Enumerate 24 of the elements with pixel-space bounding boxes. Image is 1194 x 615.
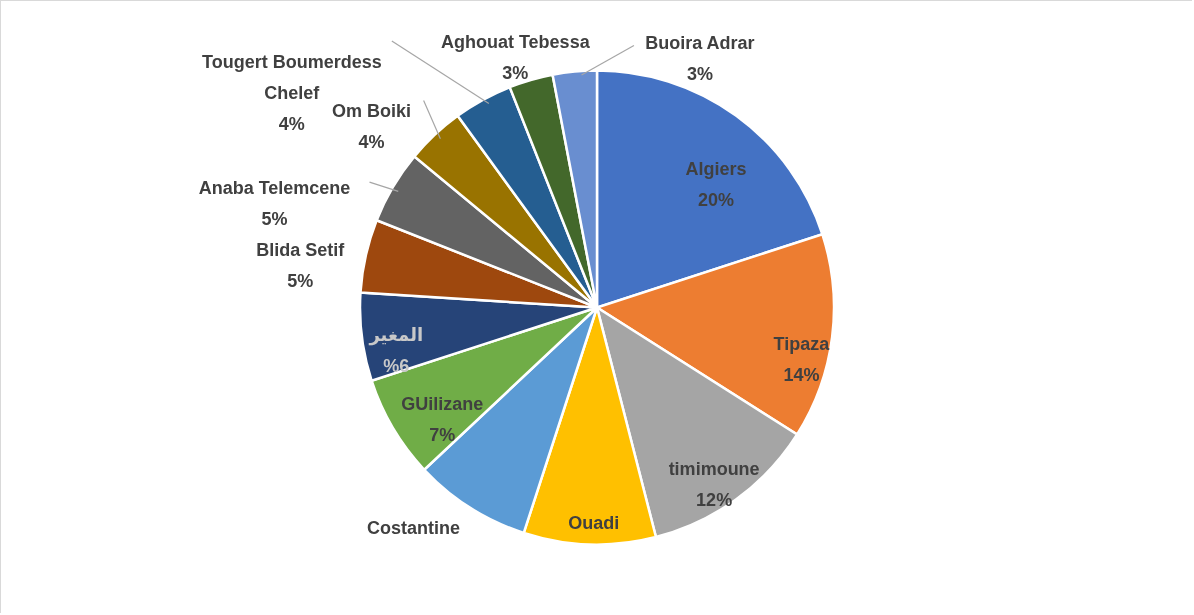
slice-label: Algiers bbox=[685, 158, 747, 179]
slice-label: Tougert Boumerdess Chelef bbox=[201, 51, 382, 103]
slice-label: GUilizane bbox=[401, 393, 484, 414]
slice-label: المغير bbox=[368, 324, 424, 346]
slice-label: Costantine bbox=[367, 518, 461, 539]
slice-label: timimoune bbox=[668, 459, 760, 480]
data-label: 5% bbox=[287, 270, 314, 291]
slice-label: Om Boiki bbox=[332, 101, 412, 122]
data-label: 5% bbox=[261, 209, 288, 230]
data-label: 7% bbox=[429, 424, 456, 445]
slice-label: Anaba Telemcene bbox=[198, 178, 351, 199]
slice-label: Blida Setif bbox=[256, 239, 346, 260]
slice-label: Ouadi bbox=[568, 512, 620, 533]
data-label: 20% bbox=[698, 189, 735, 210]
slice-label: Buoira Adrar bbox=[645, 32, 755, 53]
slice-label: Tipaza bbox=[773, 333, 831, 354]
data-label: 3% bbox=[686, 63, 713, 84]
data-label: 14% bbox=[783, 364, 820, 385]
data-label: 3% bbox=[502, 63, 529, 84]
slice-label: Aghouat Tebessa bbox=[440, 32, 591, 53]
data-label: 4% bbox=[358, 132, 385, 153]
data-label: 12% bbox=[696, 490, 733, 511]
data-label: 4% bbox=[278, 113, 305, 134]
data-label: %6 bbox=[383, 355, 410, 376]
